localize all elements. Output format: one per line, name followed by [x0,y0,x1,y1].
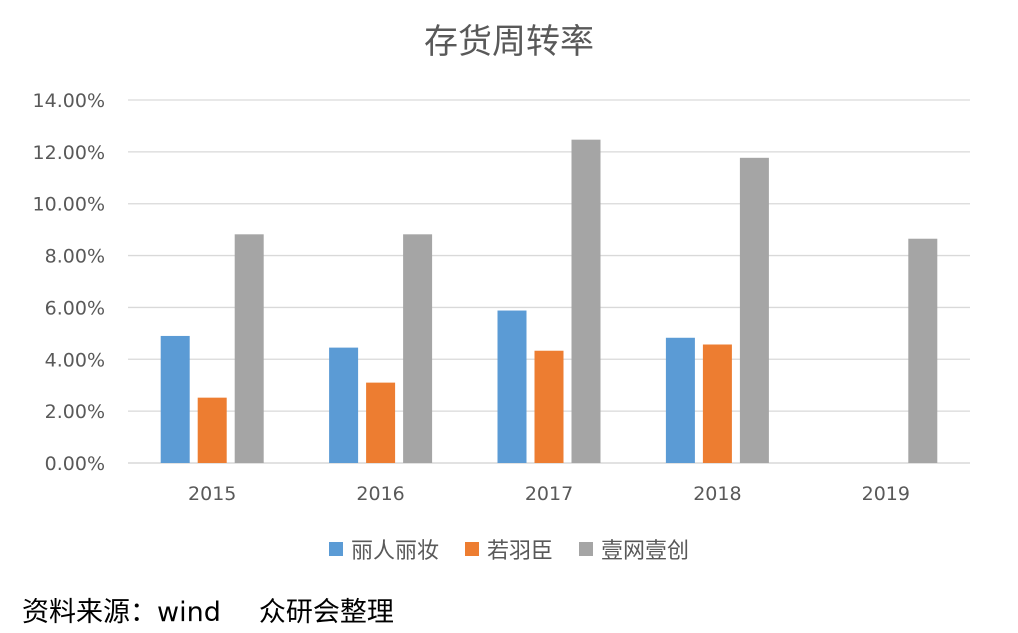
y-tick-label: 10.00% [33,194,105,216]
y-tick-label: 12.00% [33,142,105,164]
legend-item-series-0: 丽人丽妆 [328,533,439,565]
legend-label-series-1: 若羽臣 [486,539,553,564]
bar-2016-series-2 [403,234,433,463]
source-note: 资料来源：wind 众研会整理 [22,590,394,629]
legend-label-series-2: 壹网壹创 [601,539,690,564]
bar-2018-series-2 [739,157,769,463]
y-tick-label: 2.00% [45,401,105,423]
bar-2016-series-0 [329,347,359,463]
y-tick-label: 8.00% [45,246,105,268]
bar-2016-series-1 [366,382,396,463]
legend-swatch-series-2 [579,542,593,556]
x-tick-label: 2017 [525,483,573,505]
bar-2017-series-1 [534,350,564,463]
y-tick-label: 14.00% [33,90,105,112]
legend-label-series-0: 丽人丽妆 [350,539,439,564]
bar-2017-series-0 [497,310,527,463]
x-tick-label: 2018 [693,483,741,505]
org-text: 众研会整理 [258,597,394,628]
bar-2015-series-1 [197,397,227,463]
bar-2017-series-2 [571,139,601,463]
y-tick-label: 0.00% [45,453,105,475]
x-tick-label: 2016 [356,483,404,505]
bar-2015-series-2 [234,234,264,463]
legend-item-series-2: 壹网壹创 [579,533,689,565]
y-tick-label: 4.00% [45,349,105,371]
legend-item-series-1: 若羽臣 [464,533,553,565]
bar-2015-series-0 [160,335,190,463]
bar-2018-series-0 [665,337,695,463]
source-text: 资料来源：wind [22,597,221,628]
bar-2019-series-2 [908,238,938,463]
chart-title: 存货周转率 [424,22,594,62]
bar-2018-series-1 [702,344,732,463]
x-tick-label: 2015 [188,483,236,505]
x-tick-label: 2019 [862,483,910,505]
legend-swatch-series-0 [328,542,343,556]
legend: 丽人丽妆 若羽臣 壹网壹创 [0,533,1018,565]
legend-swatch-series-1 [464,542,479,556]
y-tick-label: 6.00% [45,297,105,319]
